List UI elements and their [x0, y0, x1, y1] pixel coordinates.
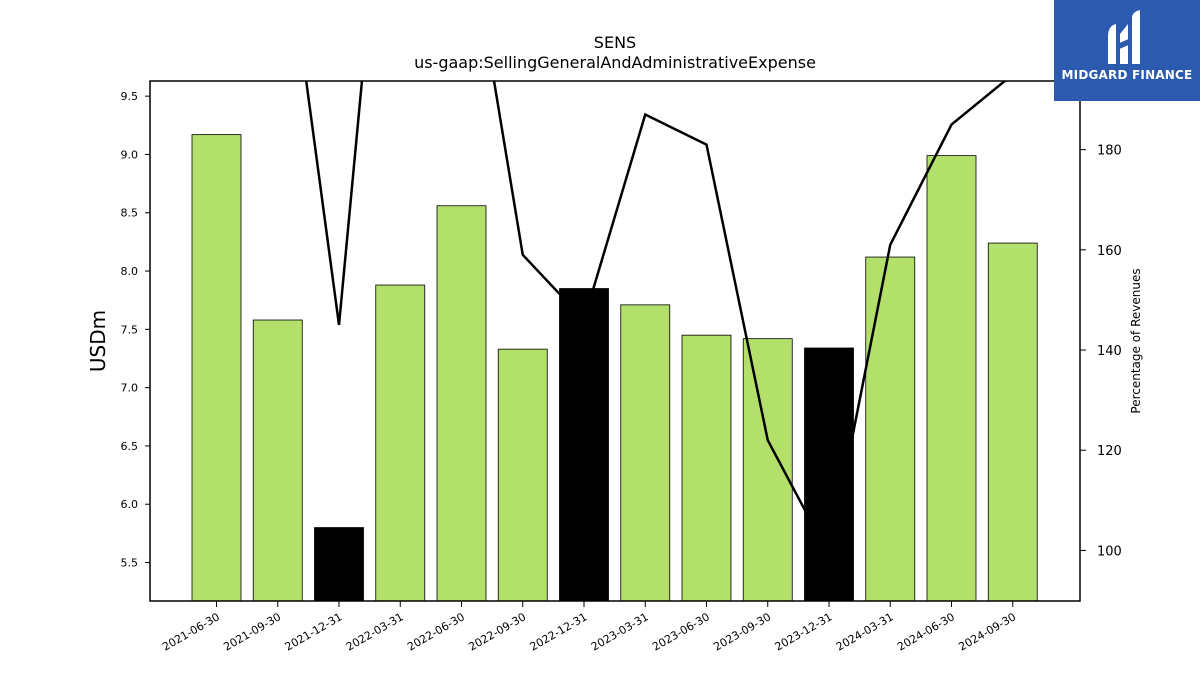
y2-tick-label: 120: [1097, 444, 1122, 459]
y2-axis: 100 120 140 160 180: [1080, 144, 1122, 559]
logo: MIDGARD FINANCE: [1054, 0, 1200, 101]
y-tick-label: 7.5: [121, 323, 139, 336]
bar-2022-12-31: [559, 288, 609, 602]
x-tick-label: 2024-06-30: [895, 610, 957, 653]
bar-2024-03-31: [865, 256, 916, 602]
chart-subtitle: us-gaap:SellingGeneralAndAdministrativeE…: [414, 53, 816, 72]
bar-2022-03-31: [375, 284, 426, 602]
bar-2024-09-30: [987, 242, 1038, 602]
bar-2021-12-31: [314, 527, 364, 602]
y-tick-label: 6.0: [121, 498, 139, 511]
y-axis: 5.5 6.0 6.5 7.0 7.5 8.0 8.5 9.0 9.5: [121, 90, 150, 570]
x-axis: 2021-06-30 2021-09-30 2021-12-31 2022-03-31…: [160, 601, 1018, 654]
bar-2023-06-30: [681, 334, 732, 602]
y-tick-label: 8.5: [121, 207, 139, 220]
bars-group: [191, 134, 1038, 602]
chart-title: SENS: [594, 33, 636, 52]
y-tick-label: 7.0: [121, 382, 139, 395]
x-tick-label: 2024-09-30: [956, 610, 1018, 653]
x-tick-label: 2023-12-31: [773, 610, 835, 653]
x-tick-label: 2023-03-31: [589, 610, 651, 653]
y2-tick-label: 140: [1097, 344, 1122, 359]
x-tick-label: 2023-06-30: [650, 610, 712, 653]
percentage-line: [304, 81, 1007, 560]
x-tick-label: 2021-06-30: [160, 610, 222, 653]
y2-axis-label: Percentage of Revenues: [1129, 268, 1143, 413]
x-tick-label: 2021-12-31: [283, 610, 345, 653]
y-tick-label: 6.5: [121, 440, 139, 453]
y-axis-label: USDm: [86, 310, 110, 372]
plot-frame: [149, 80, 1081, 602]
bar-2023-03-31: [620, 304, 671, 602]
x-tick-label: 2021-09-30: [221, 610, 283, 653]
bar-2024-06-30: [926, 155, 977, 602]
x-tick-label: 2022-03-31: [344, 610, 406, 653]
y-tick-label: 9.0: [121, 148, 139, 161]
y-tick-label: 9.5: [121, 90, 139, 103]
logo-text: MIDGARD FINANCE: [1061, 68, 1193, 82]
logo-icon: [1108, 10, 1140, 64]
y2-tick-label: 180: [1097, 144, 1122, 159]
x-tick-label: 2022-06-30: [405, 610, 467, 653]
bar-2022-06-30: [436, 205, 487, 602]
y-tick-label: 5.5: [121, 557, 139, 570]
bar-2021-06-30: [191, 134, 242, 602]
y2-tick-label: 160: [1097, 244, 1122, 259]
bar-2022-09-30: [497, 348, 548, 602]
x-tick-label: 2022-12-31: [528, 610, 590, 653]
x-tick-label: 2022-09-30: [466, 610, 528, 653]
line-group: [304, 81, 1007, 560]
y2-tick-label: 100: [1097, 544, 1122, 559]
bar-2021-09-30: [252, 319, 303, 602]
x-tick-label: 2023-09-30: [711, 610, 773, 653]
x-tick-label: 2024-03-31: [834, 610, 896, 653]
y-tick-label: 8.0: [121, 265, 139, 278]
